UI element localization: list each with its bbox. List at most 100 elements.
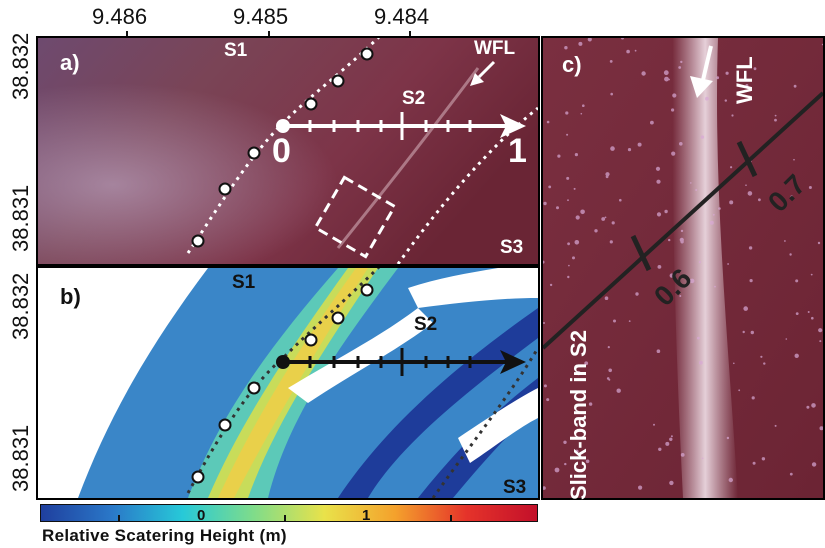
top-tick-mark — [409, 31, 411, 40]
speckle — [774, 114, 777, 117]
speckle — [605, 172, 610, 177]
panel-b-s2-label: S2 — [414, 314, 438, 335]
top-tick-mark — [126, 31, 128, 40]
speckle — [669, 273, 674, 278]
top-tick-mark — [268, 31, 270, 40]
colorbar-tick — [118, 515, 120, 522]
speckle — [672, 93, 677, 98]
speckle — [747, 191, 753, 196]
panel-c-caption: Slick-band in S2 — [566, 330, 591, 500]
speckle — [554, 467, 560, 473]
speckle — [731, 114, 734, 117]
speckle — [745, 84, 749, 87]
speckle — [748, 246, 753, 250]
speckle — [575, 215, 580, 220]
speckle — [616, 388, 621, 393]
speckle — [650, 120, 654, 125]
speckle — [811, 316, 814, 320]
speckle — [582, 104, 585, 107]
panel-c-wfl-label: WFL — [732, 56, 757, 104]
speckle — [664, 209, 668, 214]
speckle — [819, 340, 822, 343]
speckle — [563, 440, 567, 444]
speckle — [588, 402, 593, 406]
speckle — [680, 229, 684, 233]
panel-a-s2-label: S2 — [402, 88, 426, 109]
speckle — [580, 112, 583, 115]
speckle — [679, 295, 682, 297]
speckle — [587, 38, 592, 42]
speckle — [807, 311, 810, 313]
speckle — [619, 198, 622, 202]
panel-a-label: a) — [60, 50, 80, 75]
speckle — [610, 92, 613, 96]
panel-c-photo — [541, 36, 825, 500]
panel-b-image — [78, 268, 538, 498]
speckle — [724, 99, 727, 102]
speckle — [610, 146, 615, 151]
panel-a-wfl-label: WFL — [474, 38, 516, 59]
speckle — [701, 457, 704, 460]
speckle — [584, 361, 589, 366]
speckle — [669, 480, 674, 486]
speckle — [753, 67, 757, 71]
speckle — [572, 256, 575, 260]
speckle — [726, 436, 730, 440]
colorbar-tick — [450, 515, 452, 522]
speckle — [679, 142, 683, 146]
colorbar-label-1: 1 — [362, 507, 371, 524]
speckle — [749, 279, 753, 283]
speckle — [638, 485, 643, 490]
speckle — [543, 384, 547, 388]
speckle — [695, 189, 698, 191]
speckle — [594, 229, 598, 233]
panel-a-s3-label: S3 — [500, 237, 524, 258]
speckle — [806, 405, 810, 409]
speckle — [546, 398, 550, 402]
speckle — [613, 319, 616, 323]
speckle — [752, 461, 756, 465]
speckle — [728, 477, 733, 483]
speckle — [789, 253, 792, 256]
speckle — [680, 60, 683, 64]
speckle — [811, 403, 816, 408]
speckle — [680, 240, 684, 244]
speckle — [655, 166, 661, 171]
speckle — [567, 275, 570, 279]
speckle — [742, 330, 745, 334]
speckle — [607, 346, 610, 349]
speckle — [743, 306, 748, 311]
speckle — [564, 462, 567, 466]
speckle — [758, 198, 761, 202]
speckle — [784, 240, 786, 242]
speckle — [658, 447, 662, 451]
speckle — [671, 151, 676, 156]
speckle — [790, 195, 793, 198]
left-tick-label: 38.832 — [8, 32, 33, 100]
speckle — [817, 241, 821, 245]
speckle — [725, 71, 729, 75]
speckle — [729, 200, 734, 205]
panel-b-label: b) — [60, 284, 81, 309]
speckle — [745, 184, 747, 186]
speckle — [604, 216, 607, 219]
colorbar-tick — [284, 515, 286, 522]
speckle — [789, 472, 793, 476]
speckle — [709, 220, 714, 225]
speckle — [543, 201, 547, 206]
speckle — [689, 278, 695, 284]
speckle — [574, 153, 578, 157]
speckle — [641, 71, 646, 76]
speckle — [546, 120, 550, 124]
speckle — [543, 486, 546, 490]
speckle — [690, 182, 692, 184]
speckle — [680, 453, 685, 457]
speckle — [601, 217, 606, 221]
speckle — [566, 133, 569, 136]
speckle — [716, 76, 720, 80]
speckle — [657, 265, 662, 269]
panel-a-scale-end: 1 — [508, 132, 527, 170]
speckle — [819, 426, 823, 431]
speckle — [751, 396, 755, 400]
speckle — [604, 296, 609, 301]
